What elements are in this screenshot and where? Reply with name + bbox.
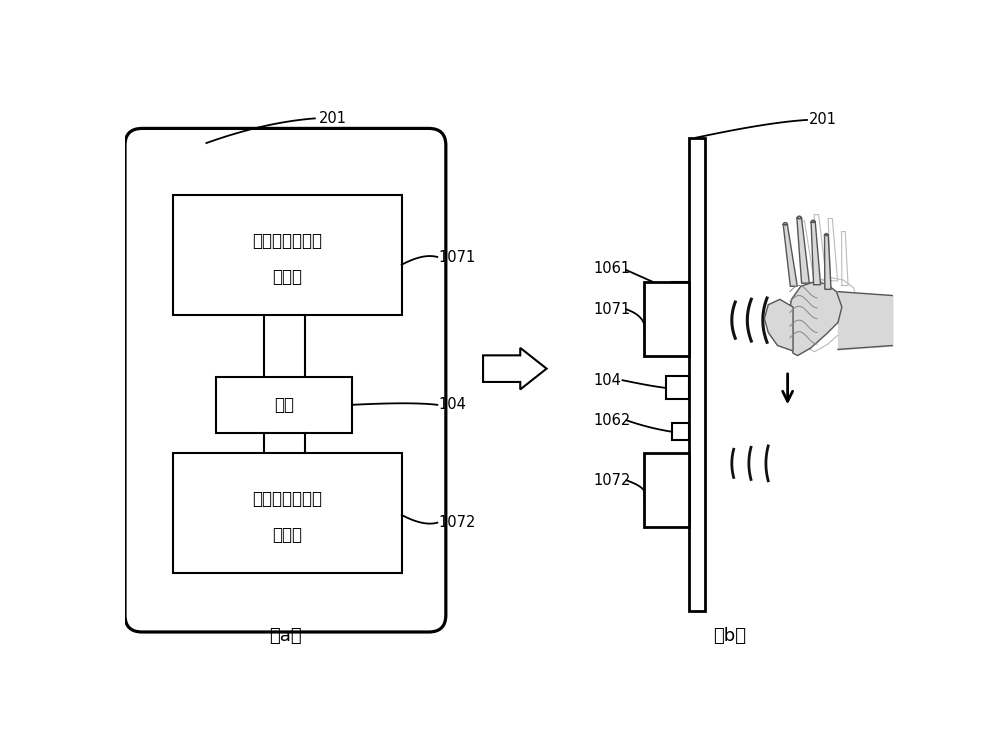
Bar bbox=[173, 196, 402, 315]
Text: 1072: 1072 bbox=[594, 473, 631, 488]
Text: （a）: （a） bbox=[269, 627, 302, 645]
Polygon shape bbox=[764, 299, 793, 351]
Polygon shape bbox=[825, 236, 831, 289]
Polygon shape bbox=[811, 223, 821, 285]
Bar bbox=[672, 283, 689, 299]
Bar bbox=[672, 423, 689, 440]
Text: 201: 201 bbox=[809, 112, 837, 128]
Polygon shape bbox=[811, 220, 815, 223]
Text: 1062: 1062 bbox=[594, 412, 631, 428]
FancyBboxPatch shape bbox=[125, 128, 446, 632]
Text: 1061: 1061 bbox=[594, 261, 631, 276]
Bar bbox=[689, 138, 705, 611]
Polygon shape bbox=[788, 282, 842, 356]
Polygon shape bbox=[483, 348, 547, 389]
Text: 第一陶瓷扬声器: 第一陶瓷扬声器 bbox=[252, 231, 322, 250]
Text: 激励器: 激励器 bbox=[272, 526, 302, 544]
Polygon shape bbox=[783, 223, 787, 225]
Text: 104: 104 bbox=[594, 373, 622, 388]
Text: 1071: 1071 bbox=[439, 250, 476, 264]
Text: 1071: 1071 bbox=[594, 302, 631, 317]
Text: （b）: （b） bbox=[713, 627, 746, 645]
Bar bbox=[173, 453, 402, 573]
Polygon shape bbox=[825, 234, 828, 236]
Polygon shape bbox=[783, 225, 797, 286]
Bar bbox=[216, 377, 352, 433]
Polygon shape bbox=[797, 218, 809, 283]
Text: 馈点: 馈点 bbox=[274, 396, 294, 414]
Bar bbox=[666, 377, 689, 399]
Bar bbox=[644, 283, 689, 356]
Text: 201: 201 bbox=[319, 111, 347, 126]
Polygon shape bbox=[797, 216, 802, 218]
Text: 第二陶瓷扬声器: 第二陶瓷扬声器 bbox=[252, 490, 322, 507]
Bar bbox=[644, 453, 689, 526]
Text: 104: 104 bbox=[439, 397, 467, 412]
Text: 1072: 1072 bbox=[439, 515, 476, 530]
Text: 激励器: 激励器 bbox=[272, 268, 302, 285]
